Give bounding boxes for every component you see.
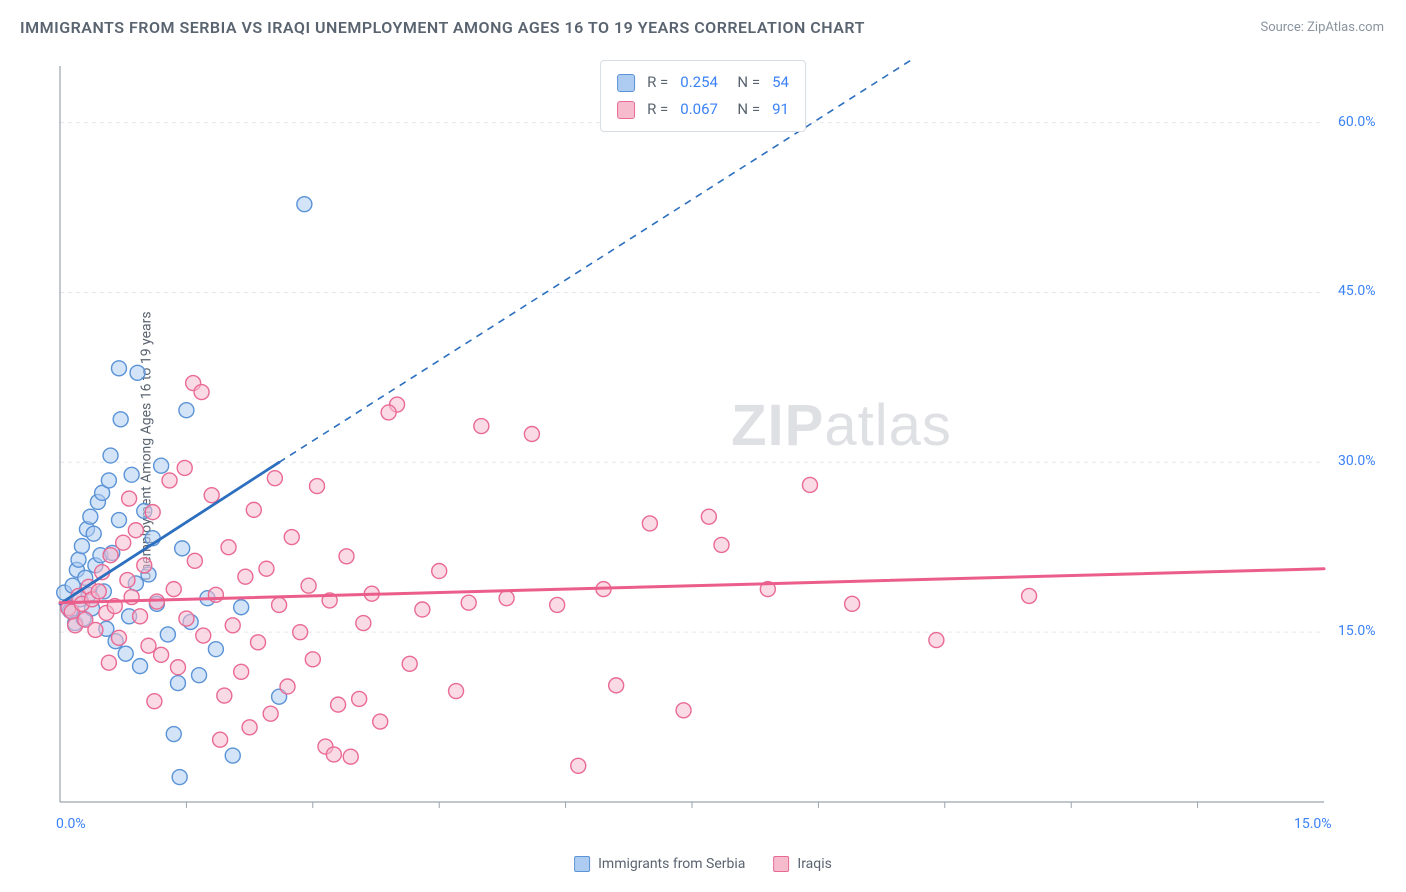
stat-n-label: N = — [730, 96, 760, 123]
swatch-serbia — [617, 74, 635, 92]
stat-n-label: N = — [730, 69, 760, 96]
chart-plot-area — [50, 60, 1384, 832]
stat-r-label: R = — [647, 96, 668, 123]
stat-r-serbia: 0.254 — [680, 69, 718, 96]
legend-label-iraqis: Iraqis — [797, 856, 831, 872]
legend-item-iraqis: Iraqis — [773, 856, 831, 872]
legend-item-serbia: Immigrants from Serbia — [574, 856, 745, 872]
stats-row-iraqis: R = 0.067 N = 91 — [617, 96, 789, 123]
y-tick-label: 30.0% — [1338, 453, 1376, 469]
stats-row-serbia: R = 0.254 N = 54 — [617, 69, 789, 96]
stat-r-iraqis: 0.067 — [680, 96, 718, 123]
legend-swatch-iraqis — [773, 856, 789, 872]
scatter-plot-svg — [50, 60, 1384, 832]
y-tick-label: 45.0% — [1338, 283, 1376, 299]
legend-label-serbia: Immigrants from Serbia — [598, 856, 745, 872]
swatch-iraqis — [617, 101, 635, 119]
legend-swatch-serbia — [574, 856, 590, 872]
x-tick-label: 15.0% — [1294, 816, 1332, 832]
x-tick-label: 0.0% — [56, 816, 86, 832]
stat-n-iraqis: 91 — [772, 96, 789, 123]
y-tick-label: 60.0% — [1338, 114, 1376, 130]
stat-r-label: R = — [647, 69, 668, 96]
chart-title: IMMIGRANTS FROM SERBIA VS IRAQI UNEMPLOY… — [20, 18, 865, 37]
source-attribution: Source: ZipAtlas.com — [1260, 20, 1384, 35]
correlation-stats-box: R = 0.254 N = 54 R = 0.067 N = 91 — [600, 60, 806, 132]
y-tick-label: 15.0% — [1338, 623, 1376, 639]
legend-bottom: Immigrants from Serbia Iraqis — [574, 856, 832, 872]
stat-n-serbia: 54 — [772, 69, 789, 96]
